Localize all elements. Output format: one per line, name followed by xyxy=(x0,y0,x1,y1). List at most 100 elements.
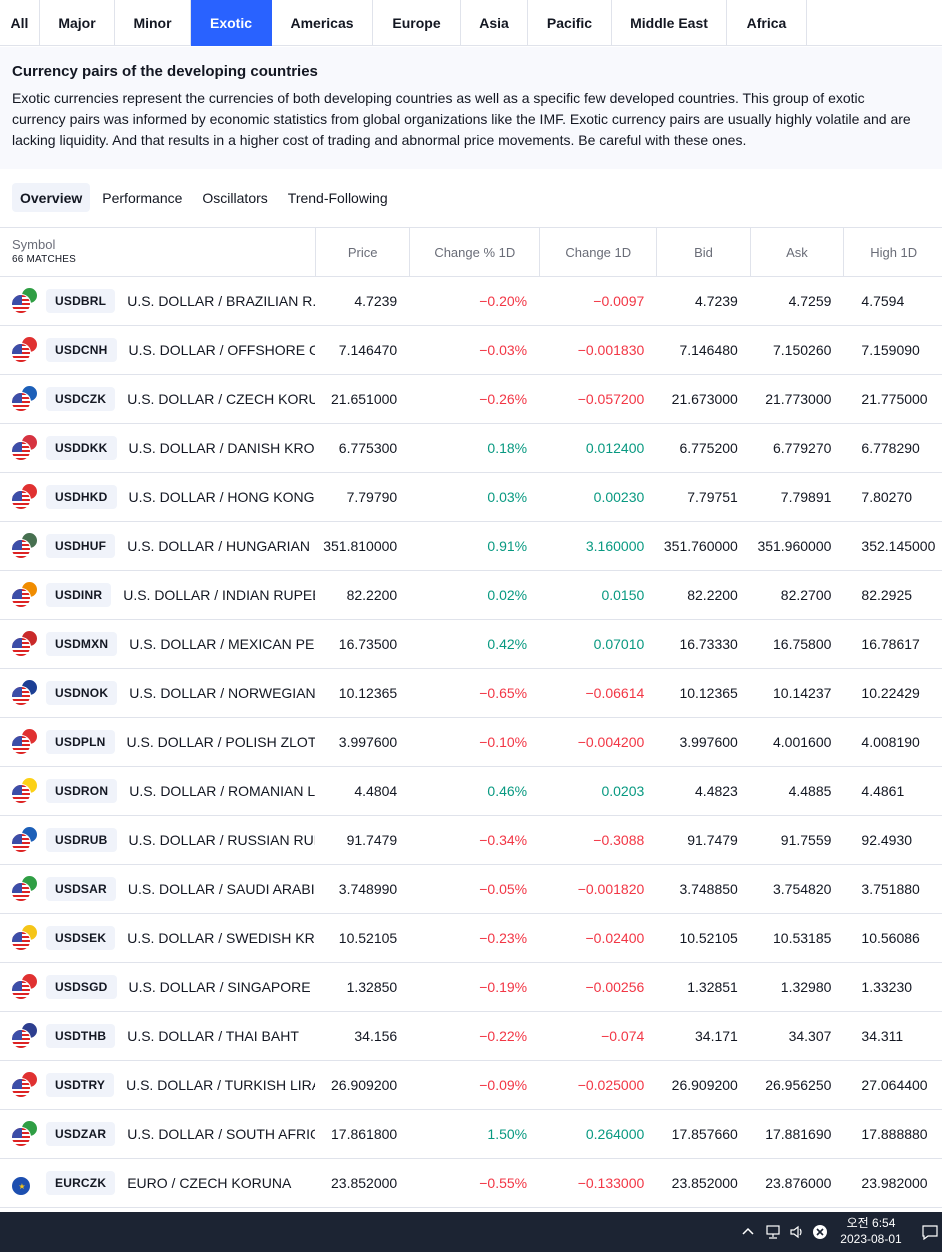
ticker-badge[interactable]: USDINR xyxy=(46,583,112,607)
tab-major[interactable]: Major xyxy=(40,0,115,46)
pair-name[interactable]: U.S. DOLLAR / SAUDI ARABI... xyxy=(127,881,315,897)
pair-name[interactable]: U.S. DOLLAR / CZECH KORU... xyxy=(127,391,315,407)
ticker-badge[interactable]: USDTRY xyxy=(46,1073,115,1097)
ticker-badge[interactable]: USDHKD xyxy=(46,485,117,509)
table-row[interactable]: USDBRL U.S. DOLLAR / BRAZILIAN R... 4.7239… xyxy=(0,277,942,326)
table-row[interactable]: USDSEK U.S. DOLLAR / SWEDISH KRO... 10.521… xyxy=(0,914,942,963)
ask-column-header[interactable]: Ask xyxy=(749,228,843,276)
table-row[interactable]: USDMXN U.S. DOLLAR / MEXICAN PESO 16.73500… xyxy=(0,620,942,669)
pair-name[interactable]: U.S. DOLLAR / SINGAPORE D... xyxy=(128,979,315,995)
notification-icon[interactable] xyxy=(921,1224,939,1243)
table-row[interactable]: USDCNH U.S. DOLLAR / OFFSHORE C... 7.14647… xyxy=(0,326,942,375)
ticker-badge[interactable]: USDSAR xyxy=(46,877,116,901)
ticker-badge[interactable]: USDDKK xyxy=(46,436,117,460)
bid-column-header[interactable]: Bid xyxy=(656,228,749,276)
change-cell: −0.074 xyxy=(601,1028,645,1044)
ticker-badge[interactable]: USDBRL xyxy=(46,289,116,313)
network-icon[interactable] xyxy=(765,1224,781,1243)
change-cell: 0.00230 xyxy=(593,489,645,505)
tab-overview[interactable]: Overview xyxy=(12,183,91,212)
ticker-badge[interactable]: USDSEK xyxy=(46,926,116,950)
pair-name[interactable]: U.S. DOLLAR / SWEDISH KRO... xyxy=(127,930,315,946)
tab-asia[interactable]: Asia xyxy=(461,0,528,46)
ticker-badge[interactable]: USDZAR xyxy=(46,1122,116,1146)
ticker-badge[interactable]: USDHUF xyxy=(46,534,116,558)
tab-pacific[interactable]: Pacific xyxy=(528,0,612,46)
table-row[interactable]: USDSAR U.S. DOLLAR / SAUDI ARABI... 3.7489… xyxy=(0,865,942,914)
symbol-cell: USDTHB U.S. DOLLAR / THAI BAHT xyxy=(0,1012,315,1060)
pair-name[interactable]: U.S. DOLLAR / DANISH KRONE xyxy=(128,440,315,456)
pair-name[interactable]: U.S. DOLLAR / THAI BAHT xyxy=(127,1028,299,1044)
pair-name[interactable]: U.S. DOLLAR / BRAZILIAN R... xyxy=(127,293,315,309)
table-row[interactable]: USDPLN U.S. DOLLAR / POLISH ZLOTY 3.997600… xyxy=(0,718,942,767)
pair-name[interactable]: U.S. DOLLAR / SOUTH AFRIC... xyxy=(127,1126,315,1142)
chevron-up-icon[interactable] xyxy=(741,1224,755,1241)
high-cell: 6.778290 xyxy=(861,440,920,456)
ticker-badge[interactable]: EURCZK xyxy=(46,1171,116,1195)
pair-name[interactable]: U.S. DOLLAR / MEXICAN PESO xyxy=(129,636,315,652)
bid-cell: 10.52105 xyxy=(679,930,738,946)
pair-name[interactable]: U.S. DOLLAR / ROMANIAN L... xyxy=(129,783,315,799)
tab-europe[interactable]: Europe xyxy=(373,0,461,46)
ticker-badge[interactable]: USDRON xyxy=(46,779,118,803)
pair-name[interactable]: U.S. DOLLAR / POLISH ZLOTY xyxy=(126,734,315,750)
table-row[interactable]: EURCZK EURO / CZECH KORUNA 23.852000 −0.55%… xyxy=(0,1159,942,1208)
symbol-cell: USDNOK U.S. DOLLAR / NORWEGIAN ... xyxy=(0,669,315,717)
ticker-badge[interactable]: USDCNH xyxy=(46,338,117,362)
table-row[interactable]: USDTRY U.S. DOLLAR / TURKISH LIRA 26.90920… xyxy=(0,1061,942,1110)
high-cell: 10.56086 xyxy=(861,930,920,946)
tab-all[interactable]: All xyxy=(0,0,40,46)
tab-minor[interactable]: Minor xyxy=(115,0,191,46)
price-cell: 21.651000 xyxy=(331,391,398,407)
pair-name[interactable]: EURO / CZECH KORUNA xyxy=(127,1175,292,1191)
bid-cell: 82.2200 xyxy=(687,587,738,603)
tab-middle-east[interactable]: Middle East xyxy=(612,0,727,46)
symbol-cell: USDINR U.S. DOLLAR / INDIAN RUPEE xyxy=(0,571,315,619)
table-row[interactable]: USDRON U.S. DOLLAR / ROMANIAN L... 4.4804 0… xyxy=(0,767,942,816)
region-tabs: All Major Minor Exotic Americas Europe A… xyxy=(0,0,942,46)
table-row[interactable]: USDNOK U.S. DOLLAR / NORWEGIAN ... 10.1236… xyxy=(0,669,942,718)
table-row[interactable]: USDHUF U.S. DOLLAR / HUNGARIAN ... 351.810… xyxy=(0,522,942,571)
ask-cell: 351.960000 xyxy=(757,538,832,554)
pair-name[interactable]: U.S. DOLLAR / INDIAN RUPEE xyxy=(123,587,315,603)
system-clock[interactable]: 오전 6:54 2023-08-01 xyxy=(836,1215,906,1247)
high-column-header[interactable]: High 1D xyxy=(843,228,942,276)
table-row[interactable]: USDRUB U.S. DOLLAR / RUSSIAN RUB... 91.747… xyxy=(0,816,942,865)
ticker-badge[interactable]: USDSGD xyxy=(46,975,117,999)
ticker-badge[interactable]: USDPLN xyxy=(46,730,115,754)
ticker-badge[interactable]: USDMXN xyxy=(46,632,118,656)
pair-name[interactable]: U.S. DOLLAR / TURKISH LIRA xyxy=(126,1077,315,1093)
ticker-badge[interactable]: USDRUB xyxy=(46,828,117,852)
pair-name[interactable]: U.S. DOLLAR / HUNGARIAN ... xyxy=(127,538,315,554)
tab-oscillators[interactable]: Oscillators xyxy=(202,189,268,206)
ticker-badge[interactable]: USDTHB xyxy=(46,1024,116,1048)
symbol-column-header[interactable]: Symbol 66 MATCHES xyxy=(0,228,315,276)
tab-trend-following[interactable]: Trend-Following xyxy=(287,189,388,206)
high-cell: 17.888880 xyxy=(861,1126,928,1142)
close-circle-icon[interactable] xyxy=(812,1224,828,1243)
bid-cell: 26.909200 xyxy=(671,1077,738,1093)
price-column-header[interactable]: Price xyxy=(314,228,409,276)
ticker-badge[interactable]: USDCZK xyxy=(46,387,116,411)
tab-americas[interactable]: Americas xyxy=(272,0,373,46)
tab-performance[interactable]: Performance xyxy=(102,189,183,206)
change-pct-cell: −0.03% xyxy=(479,342,528,358)
table-row[interactable]: USDSGD U.S. DOLLAR / SINGAPORE D... 1.3285… xyxy=(0,963,942,1012)
change-pct-column-header[interactable]: Change % 1D xyxy=(409,228,539,276)
ticker-badge[interactable]: USDNOK xyxy=(46,681,118,705)
pair-name[interactable]: U.S. DOLLAR / HONG KONG ... xyxy=(128,489,315,505)
tab-africa[interactable]: Africa xyxy=(727,0,807,46)
table-row[interactable]: USDDKK U.S. DOLLAR / DANISH KRONE 6.775300… xyxy=(0,424,942,473)
pair-name[interactable]: U.S. DOLLAR / NORWEGIAN ... xyxy=(129,685,315,701)
high-cell: 92.4930 xyxy=(861,832,913,848)
table-row[interactable]: USDHKD U.S. DOLLAR / HONG KONG ... 7.79790… xyxy=(0,473,942,522)
tab-exotic[interactable]: Exotic xyxy=(191,0,272,46)
table-row[interactable]: USDCZK U.S. DOLLAR / CZECH KORU... 21.6510… xyxy=(0,375,942,424)
volume-icon[interactable] xyxy=(789,1224,805,1243)
change-column-header[interactable]: Change 1D xyxy=(539,228,656,276)
table-row[interactable]: USDZAR U.S. DOLLAR / SOUTH AFRIC... 17.861… xyxy=(0,1110,942,1159)
table-row[interactable]: USDINR U.S. DOLLAR / INDIAN RUPEE 82.2200 0… xyxy=(0,571,942,620)
pair-name[interactable]: U.S. DOLLAR / OFFSHORE C... xyxy=(128,342,315,358)
pair-name[interactable]: U.S. DOLLAR / RUSSIAN RUB... xyxy=(128,832,315,848)
table-row[interactable]: USDTHB U.S. DOLLAR / THAI BAHT 34.156 −0.22… xyxy=(0,1012,942,1061)
